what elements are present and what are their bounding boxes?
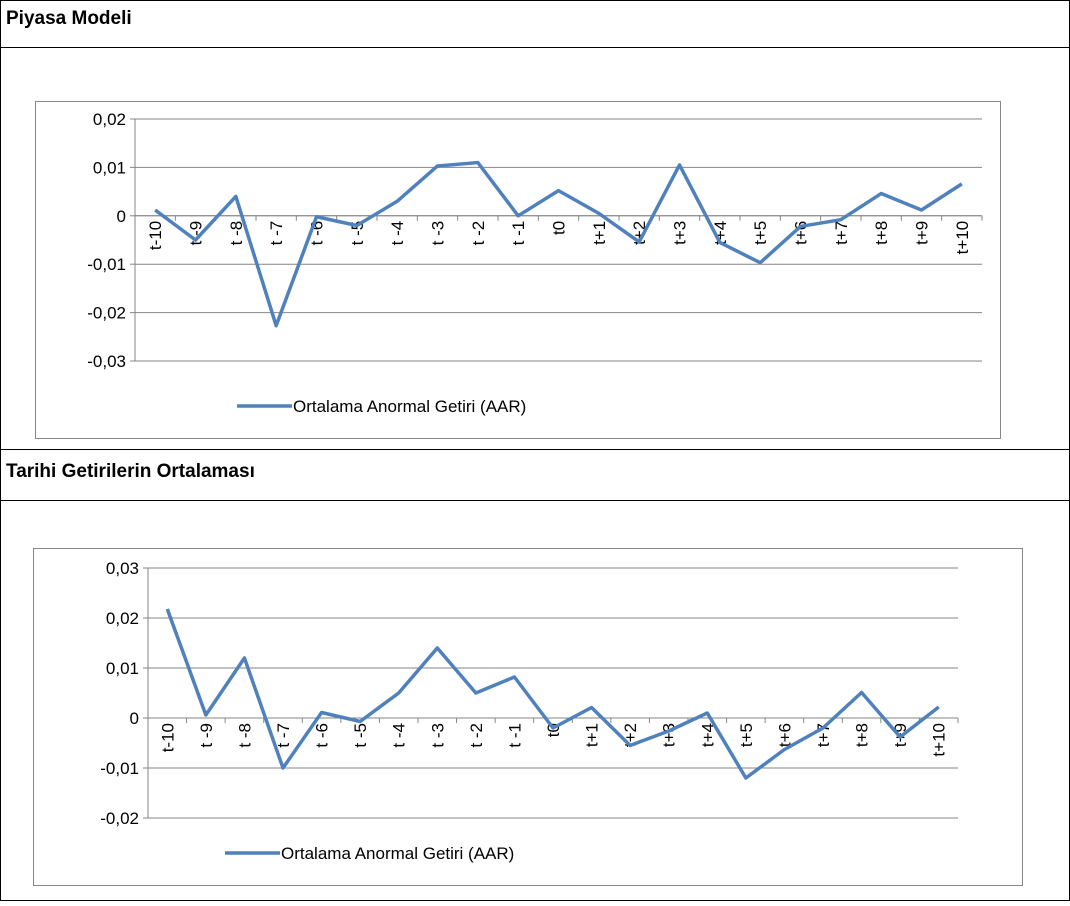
x-tick-label: t -9: [197, 723, 216, 748]
legend-label: Ortalama Anormal Getiri (AAR): [293, 397, 526, 416]
x-tick-label: t -1: [505, 723, 524, 748]
x-tick-label: t -9: [187, 221, 206, 246]
x-tick-label: t-10: [158, 723, 177, 752]
y-tick-label: -0,03: [87, 352, 126, 371]
x-tick-label: t+1: [590, 221, 609, 245]
chart-frame: [33, 548, 1023, 886]
x-tick-label: t+8: [872, 221, 891, 245]
x-tick-label: t+3: [671, 221, 690, 245]
x-tick-label: t+4: [698, 723, 717, 747]
section-title: Piyasa Modeli: [6, 8, 132, 29]
x-tick-label: t -4: [390, 723, 409, 748]
legend-label: Ortalama Anormal Getiri (AAR): [281, 844, 514, 863]
y-tick-label: 0,01: [93, 158, 126, 177]
x-tick-label: t+5: [751, 221, 770, 245]
x-tick-label: t+10: [930, 723, 949, 757]
x-tick-label: t0: [550, 221, 569, 235]
x-tick-label: t+4: [711, 221, 730, 245]
x-tick-label: t -7: [274, 723, 293, 748]
y-tick-label: 0,01: [106, 659, 139, 678]
y-tick-label: 0: [130, 709, 139, 728]
y-tick-label: 0: [117, 207, 126, 226]
x-tick-label: t -3: [428, 723, 447, 748]
x-tick-label: t+7: [832, 221, 851, 245]
y-tick-label: 0,02: [93, 110, 126, 129]
x-tick-label: t -2: [469, 221, 488, 246]
y-tick-label: 0,02: [106, 609, 139, 628]
x-tick-label: t -1: [509, 221, 528, 246]
section-title: Tarihi Getirilerin Ortalaması: [6, 461, 255, 482]
x-tick-label: t -2: [467, 723, 486, 748]
x-tick-label: t -8: [227, 221, 246, 246]
x-tick-label: t -5: [348, 221, 367, 246]
x-tick-label: t -6: [313, 723, 332, 748]
y-tick-label: -0,01: [87, 255, 126, 274]
y-tick-label: -0,02: [87, 304, 126, 323]
x-tick-label: t -4: [388, 221, 407, 246]
data-line: [154, 160, 963, 328]
x-tick-label: t -5: [351, 723, 370, 748]
y-tick-label: 0,03: [106, 559, 139, 578]
x-tick-label: t+6: [775, 723, 794, 747]
x-tick-label: t -7: [267, 221, 286, 246]
x-tick-label: t-10: [146, 221, 165, 250]
x-tick-label: t -3: [429, 221, 448, 246]
x-tick-label: t+1: [583, 723, 602, 747]
data-line: [165, 608, 940, 780]
x-tick-label: t+9: [913, 221, 932, 245]
x-tick-label: t+8: [853, 723, 872, 747]
x-tick-label: t -8: [235, 723, 254, 748]
x-tick-label: t+5: [737, 723, 756, 747]
x-tick-label: t+10: [953, 221, 972, 255]
chart-frame: [35, 101, 1001, 439]
y-tick-label: -0,02: [100, 809, 139, 828]
y-tick-label: -0,01: [100, 759, 139, 778]
